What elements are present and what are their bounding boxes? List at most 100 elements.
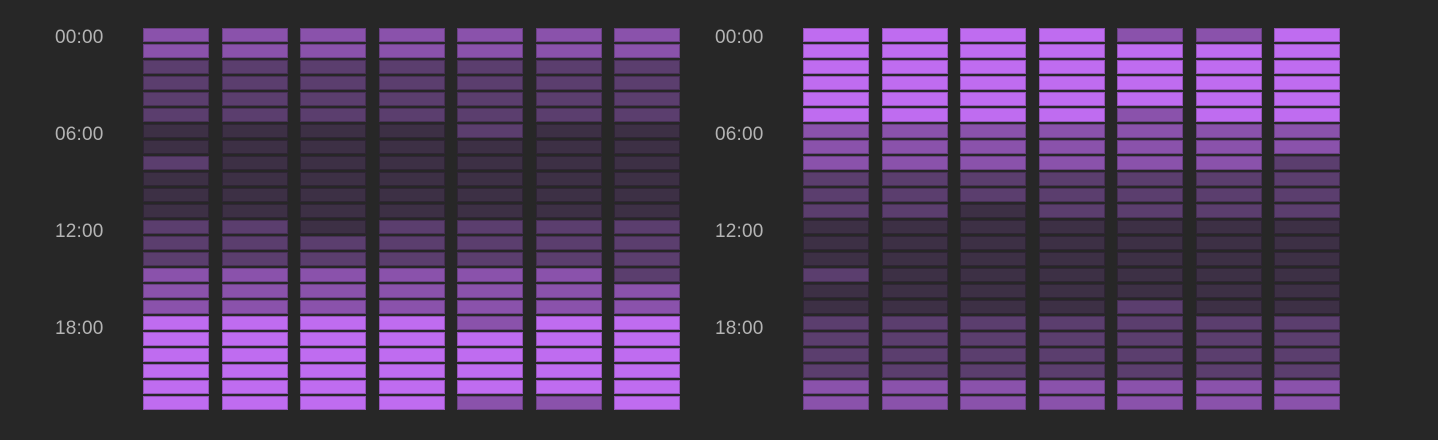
hour-label-00: 00:00: [55, 27, 104, 48]
heatmap-cell: [803, 236, 869, 250]
heatmap-cell: [882, 220, 948, 234]
heatmap-cell: [1039, 60, 1105, 74]
heatmap-cell: [143, 124, 209, 138]
heatmap-cell: [222, 332, 288, 346]
heatmap-cell: [222, 268, 288, 282]
heatmap-cell: [803, 108, 869, 122]
heatmap-cell: [1039, 28, 1105, 42]
heatmap-cell: [457, 44, 523, 58]
heatmap-cell: [143, 60, 209, 74]
heatmap-cell: [882, 364, 948, 378]
heatmap-cell: [1117, 380, 1183, 394]
heatmap-cell: [379, 396, 445, 410]
heatmap-cell: [143, 108, 209, 122]
heatmap-cell: [1196, 172, 1262, 186]
heatmap-cell: [536, 60, 602, 74]
heatmap-cell: [960, 92, 1026, 106]
heatmap-cell: [300, 76, 366, 90]
heatmap-cell: [1196, 28, 1262, 42]
heatmap-cell: [1117, 204, 1183, 218]
heatmap-cell: [1274, 188, 1340, 202]
heatmap-cell: [1274, 28, 1340, 42]
heatmap-cell: [960, 380, 1026, 394]
heatmap-cell: [614, 44, 680, 58]
heatmap-cell: [1274, 380, 1340, 394]
heatmap-cell: [457, 284, 523, 298]
heatmap-cell: [803, 188, 869, 202]
heatmap-cell: [1196, 124, 1262, 138]
heatmap-cell: [1274, 268, 1340, 282]
heatmap-cell: [1117, 332, 1183, 346]
heatmap-cell: [1196, 44, 1262, 58]
heatmap-cell: [960, 156, 1026, 170]
heatmap-cell: [536, 44, 602, 58]
heatmap-cell: [457, 124, 523, 138]
heatmap-cell: [222, 348, 288, 362]
heatmap-cell: [960, 316, 1026, 330]
heatmap-cell: [457, 380, 523, 394]
heatmap-cell: [882, 92, 948, 106]
heatmap-cell: [882, 172, 948, 186]
heatmap-cell: [143, 172, 209, 186]
heatmap-cell: [1196, 396, 1262, 410]
heatmap-cell: [1039, 124, 1105, 138]
heatmap-cell: [222, 156, 288, 170]
heatmap-cell: [803, 124, 869, 138]
heatmap-cell: [1274, 220, 1340, 234]
heatmap-cell: [457, 204, 523, 218]
heatmap-cell: [1039, 300, 1105, 314]
heatmap-cell: [1274, 332, 1340, 346]
heatmap-cell: [1117, 188, 1183, 202]
heatmap-cell: [1274, 396, 1340, 410]
heatmap-cell: [457, 316, 523, 330]
heatmap-cell: [457, 220, 523, 234]
heatmap-cell: [803, 396, 869, 410]
heatmap-cell: [379, 332, 445, 346]
heatmap-cell: [536, 348, 602, 362]
heatmap-cell: [457, 236, 523, 250]
heatmap-cell: [1196, 92, 1262, 106]
heatmap-cell: [960, 188, 1026, 202]
heatmap-cell: [143, 316, 209, 330]
heatmap-cell: [300, 316, 366, 330]
heatmap-cell: [536, 204, 602, 218]
heatmap-cell: [457, 92, 523, 106]
heatmap-cell: [536, 252, 602, 266]
heatmap-cell: [143, 380, 209, 394]
heatmap-cell: [536, 396, 602, 410]
heatmap-cell: [1039, 236, 1105, 250]
hour-label-06: 06:00: [715, 124, 764, 145]
heatmap-cell: [882, 396, 948, 410]
heatmap-cell: [379, 124, 445, 138]
heatmap-cell: [379, 252, 445, 266]
hour-label-18: 18:00: [55, 318, 104, 339]
heatmap-cell: [882, 300, 948, 314]
heatmap-cell: [536, 268, 602, 282]
heatmap-cell: [1274, 124, 1340, 138]
heatmap-cell: [457, 268, 523, 282]
heatmap-cell: [1274, 92, 1340, 106]
heatmap-cell: [803, 44, 869, 58]
heatmap-cell: [1039, 252, 1105, 266]
heatmap-cell: [1117, 124, 1183, 138]
heatmap-cell: [614, 396, 680, 410]
heatmap-cell: [1039, 348, 1105, 362]
heatmap-cell: [960, 396, 1026, 410]
heatmap-cell: [960, 60, 1026, 74]
heatmap-cell: [1117, 76, 1183, 90]
heatmap-cell: [882, 204, 948, 218]
heatmap-cell: [960, 252, 1026, 266]
heatmap-cell: [300, 140, 366, 154]
heatmap-cell: [614, 236, 680, 250]
heatmap-cell: [1039, 108, 1105, 122]
heatmap-cell: [614, 204, 680, 218]
heatmap-cell: [1117, 92, 1183, 106]
heatmap-cell: [379, 172, 445, 186]
heatmap-cell: [300, 156, 366, 170]
heatmap-cell: [803, 172, 869, 186]
heatmap-cell: [614, 188, 680, 202]
heatmap-cell: [1117, 348, 1183, 362]
heatmap-cell: [1196, 60, 1262, 74]
heatmap-cell: [222, 364, 288, 378]
